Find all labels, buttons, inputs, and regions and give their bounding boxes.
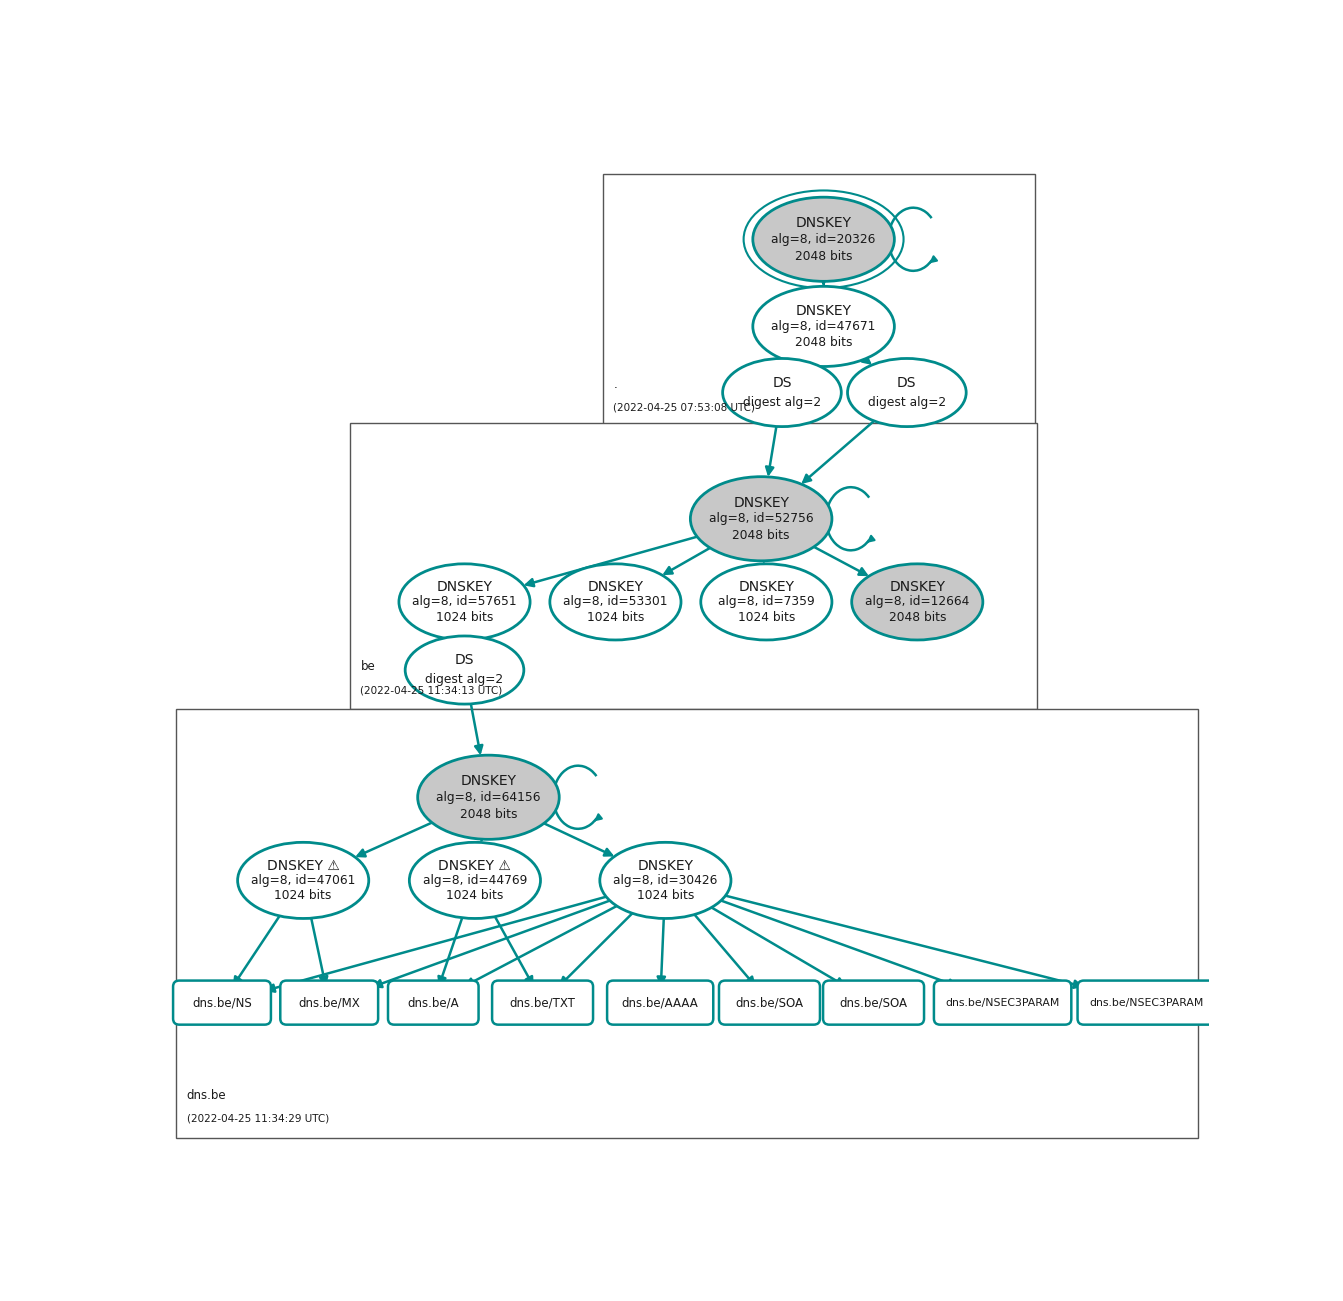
- Ellipse shape: [701, 563, 831, 640]
- Text: alg=8, id=20326: alg=8, id=20326: [771, 233, 876, 246]
- Text: dns.be/NSEC3PARAM: dns.be/NSEC3PARAM: [945, 998, 1060, 1007]
- Text: dns.be/MX: dns.be/MX: [298, 997, 360, 1010]
- Text: 1024 bits: 1024 bits: [436, 610, 493, 623]
- Text: digest alg=2: digest alg=2: [743, 396, 821, 409]
- Ellipse shape: [753, 198, 894, 281]
- Text: 1024 bits: 1024 bits: [274, 889, 332, 902]
- Text: digest alg=2: digest alg=2: [426, 673, 504, 686]
- Text: dns.be/A: dns.be/A: [407, 997, 459, 1010]
- Text: alg=8, id=30426: alg=8, id=30426: [614, 874, 717, 887]
- Text: DNSKEY: DNSKEY: [436, 580, 493, 595]
- Text: alg=8, id=52756: alg=8, id=52756: [709, 513, 814, 526]
- Text: (2022-04-25 11:34:29 UTC): (2022-04-25 11:34:29 UTC): [187, 1114, 329, 1124]
- Text: DS: DS: [772, 376, 792, 390]
- Ellipse shape: [410, 842, 540, 919]
- Text: dns.be/SOA: dns.be/SOA: [839, 997, 908, 1010]
- Text: dns.be/TXT: dns.be/TXT: [509, 997, 576, 1010]
- Text: (2022-04-25 07:53:08 UTC): (2022-04-25 07:53:08 UTC): [614, 402, 755, 412]
- FancyBboxPatch shape: [607, 981, 713, 1025]
- Text: dns.be/NSEC3PARAM: dns.be/NSEC3PARAM: [1089, 998, 1203, 1007]
- Ellipse shape: [753, 286, 894, 367]
- Ellipse shape: [238, 842, 369, 919]
- Ellipse shape: [851, 563, 983, 640]
- Text: 1024 bits: 1024 bits: [637, 889, 694, 902]
- FancyBboxPatch shape: [388, 981, 478, 1025]
- Ellipse shape: [847, 359, 966, 427]
- Ellipse shape: [418, 755, 559, 839]
- Ellipse shape: [549, 563, 681, 640]
- Text: DNSKEY: DNSKEY: [638, 859, 693, 873]
- Text: 1024 bits: 1024 bits: [587, 610, 645, 623]
- Text: DNSKEY ⚠: DNSKEY ⚠: [438, 859, 512, 873]
- Text: alg=8, id=47061: alg=8, id=47061: [251, 874, 356, 887]
- FancyBboxPatch shape: [281, 981, 379, 1025]
- FancyBboxPatch shape: [603, 174, 1035, 427]
- FancyBboxPatch shape: [492, 981, 594, 1025]
- Text: alg=8, id=12664: alg=8, id=12664: [865, 596, 970, 609]
- Text: digest alg=2: digest alg=2: [868, 396, 945, 409]
- Ellipse shape: [406, 636, 524, 704]
- Text: 1024 bits: 1024 bits: [446, 889, 504, 902]
- Text: DS: DS: [897, 376, 917, 390]
- Text: 2048 bits: 2048 bits: [889, 610, 945, 623]
- Text: alg=8, id=7359: alg=8, id=7359: [719, 596, 815, 609]
- Text: DNSKEY: DNSKEY: [739, 580, 794, 595]
- Text: DNSKEY: DNSKEY: [461, 774, 517, 788]
- Text: dns.be/NS: dns.be/NS: [192, 997, 252, 1010]
- Text: DNSKEY: DNSKEY: [587, 580, 643, 595]
- Text: alg=8, id=64156: alg=8, id=64156: [436, 791, 541, 804]
- Text: DNSKEY: DNSKEY: [795, 216, 851, 230]
- Text: DS: DS: [455, 653, 474, 667]
- FancyBboxPatch shape: [719, 981, 821, 1025]
- FancyBboxPatch shape: [823, 981, 924, 1025]
- Text: DNSKEY: DNSKEY: [795, 304, 851, 319]
- Text: alg=8, id=53301: alg=8, id=53301: [563, 596, 667, 609]
- Text: dns.be/AAAA: dns.be/AAAA: [622, 997, 698, 1010]
- Text: be: be: [360, 660, 375, 673]
- Text: 1024 bits: 1024 bits: [737, 610, 795, 623]
- FancyBboxPatch shape: [176, 709, 1198, 1138]
- Text: DNSKEY: DNSKEY: [733, 496, 790, 510]
- Text: 2048 bits: 2048 bits: [795, 250, 853, 263]
- Text: alg=8, id=57651: alg=8, id=57651: [412, 596, 517, 609]
- Text: DNSKEY ⚠: DNSKEY ⚠: [267, 859, 340, 873]
- Text: 2048 bits: 2048 bits: [459, 808, 517, 821]
- Ellipse shape: [723, 359, 841, 427]
- Text: 2048 bits: 2048 bits: [732, 530, 790, 543]
- Text: alg=8, id=47671: alg=8, id=47671: [771, 320, 876, 333]
- Text: dns.be/SOA: dns.be/SOA: [736, 997, 803, 1010]
- Ellipse shape: [600, 842, 731, 919]
- Text: (2022-04-25 11:34:13 UTC): (2022-04-25 11:34:13 UTC): [360, 686, 502, 695]
- Text: DNSKEY: DNSKEY: [889, 580, 945, 595]
- FancyBboxPatch shape: [351, 423, 1037, 709]
- Text: .: .: [614, 377, 616, 390]
- Text: alg=8, id=44769: alg=8, id=44769: [423, 874, 526, 887]
- FancyBboxPatch shape: [173, 981, 271, 1025]
- Ellipse shape: [690, 476, 831, 561]
- Text: dns.be: dns.be: [187, 1089, 226, 1102]
- Ellipse shape: [399, 563, 530, 640]
- FancyBboxPatch shape: [1077, 981, 1215, 1025]
- Text: 2048 bits: 2048 bits: [795, 336, 853, 349]
- FancyBboxPatch shape: [933, 981, 1072, 1025]
